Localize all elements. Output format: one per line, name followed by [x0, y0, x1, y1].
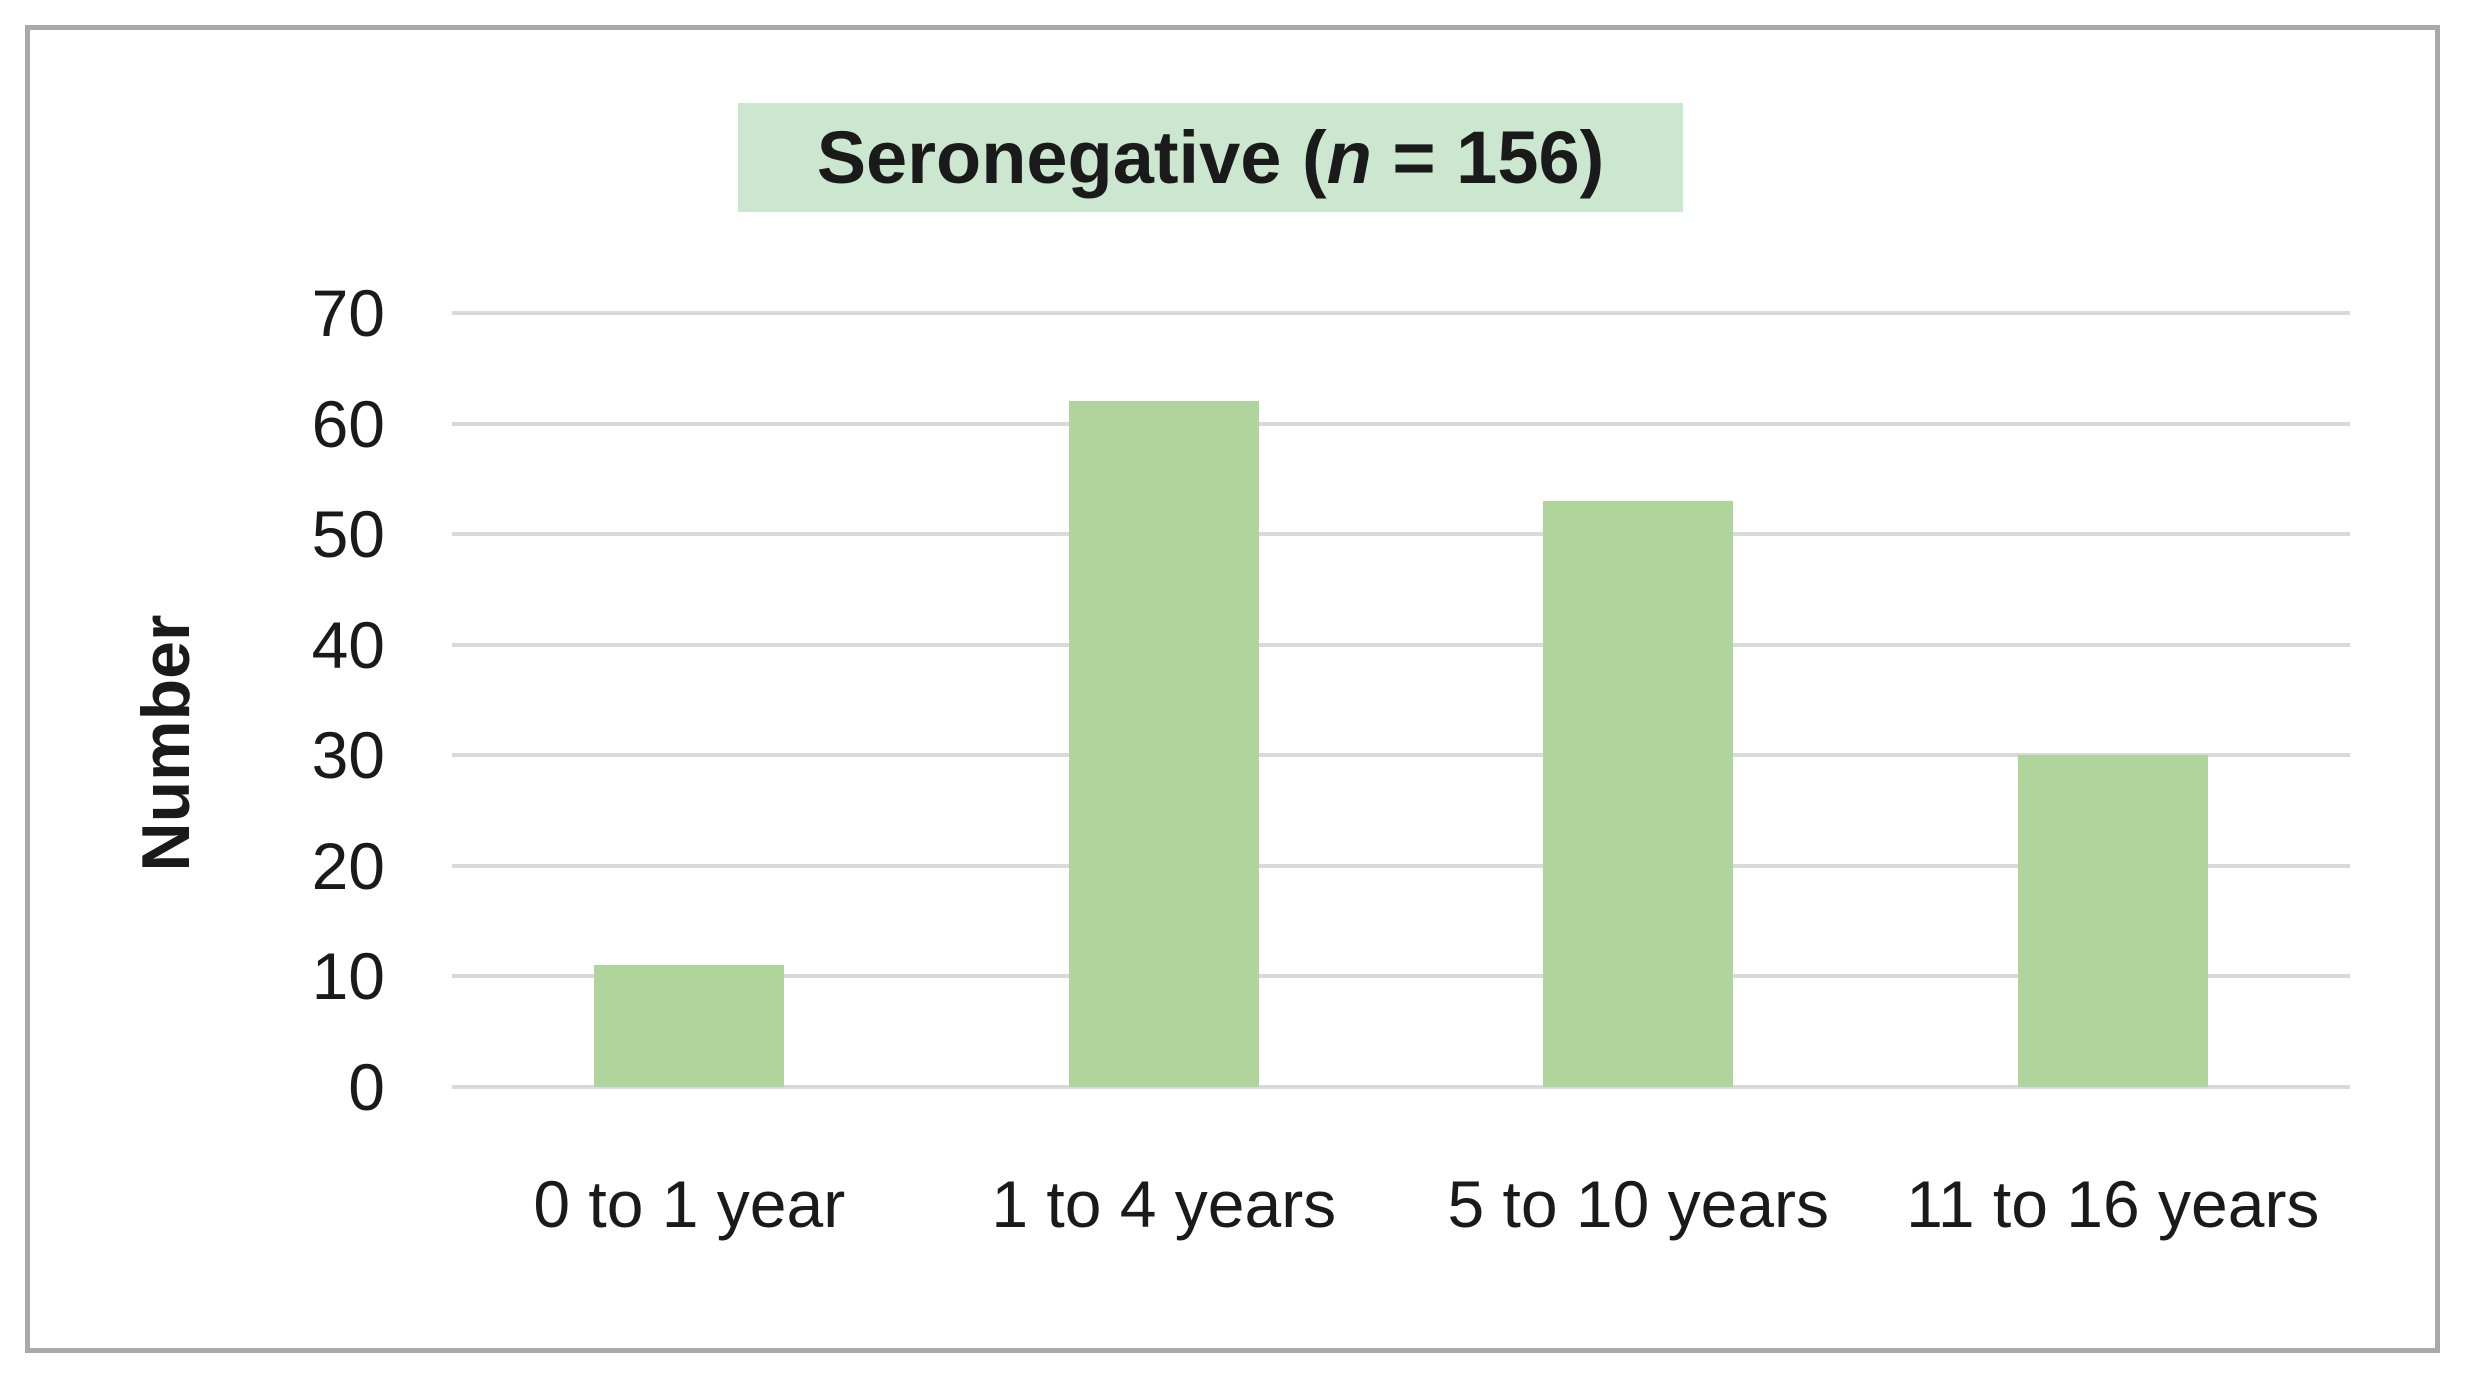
gridline-y-60 [452, 421, 2350, 426]
x-label-5-to-10-years: 5 to 10 years [1447, 1167, 1830, 1241]
gridline-y-10 [452, 974, 2350, 979]
y-tick-label-10: 10 [311, 939, 385, 1014]
bar-1-to-4-years [1068, 401, 1259, 1087]
y-tick-label-0: 0 [348, 1050, 385, 1124]
y-tick-label-70: 70 [311, 276, 385, 350]
gridline-y-50 [452, 532, 2350, 537]
gridline-y-40 [452, 642, 2350, 647]
y-tick-label-30: 30 [311, 718, 385, 793]
y-tick-label-20: 20 [311, 828, 385, 903]
gridline-y-0 [452, 1085, 2350, 1089]
x-label-1-to-4-years: 1 to 4 years [991, 1167, 1337, 1241]
gridline-y-20 [452, 863, 2350, 868]
x-label-11-to-16-years: 11 to 16 years [1906, 1167, 2320, 1241]
bar-0-to-1-year [594, 965, 785, 1087]
y-tick-label-60: 60 [311, 386, 385, 461]
x-axis-category-labels: 0 to 1 year 1 to 4 years 5 to 10 years 11 t… [0, 1167, 2473, 1280]
plot-area [452, 311, 2350, 1089]
chart-title-n: n [1326, 116, 1372, 199]
chart-title: Seronegative (n = 156) [817, 115, 1605, 200]
chart-title-prefix: Seronegative ( [816, 116, 1327, 199]
chart-title-suffix: = 156) [1371, 116, 1605, 199]
y-tick-label-40: 40 [311, 607, 385, 682]
gridline-y-30 [452, 753, 2350, 758]
bar-11-to-16-years [2017, 755, 2208, 1087]
y-axis-tick-labels: 0 10 20 30 40 50 60 70 [0, 0, 385, 1397]
y-tick-label-50: 50 [311, 497, 385, 572]
x-label-0-to-1-year: 0 to 1 year [533, 1167, 846, 1241]
chart-title-box: Seronegative (n = 156) [738, 103, 1683, 212]
bar-5-to-10-years [1543, 500, 1734, 1087]
gridline-y-70 [452, 311, 2350, 315]
